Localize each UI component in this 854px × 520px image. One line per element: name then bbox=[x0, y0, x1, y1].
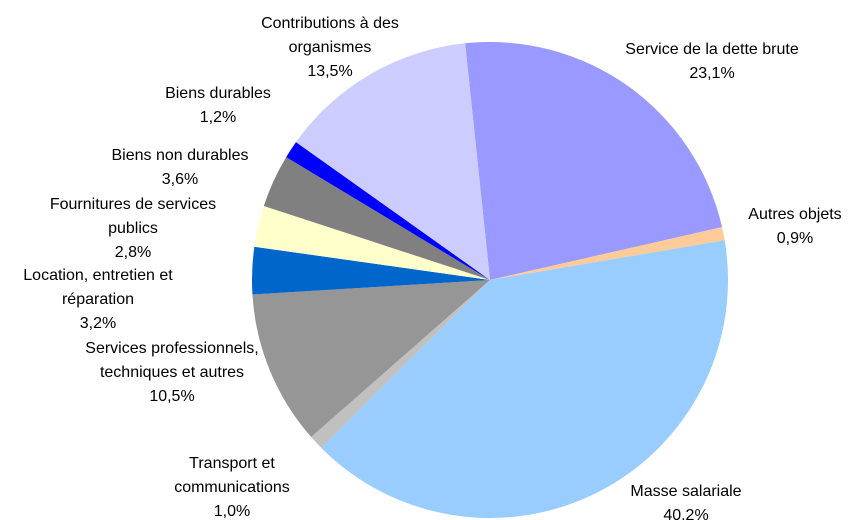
value-label: 40,2% bbox=[663, 507, 709, 520]
slice-label: Services professionnels, techniques et a… bbox=[75, 337, 270, 409]
value-label: 2,8% bbox=[114, 244, 152, 261]
category-name: Location, entretien et réparation bbox=[23, 267, 173, 308]
slice-label: Transport et communications 1,0% bbox=[157, 452, 307, 520]
value-label: 10,5% bbox=[149, 388, 195, 405]
category-name: Service de la dette brute bbox=[625, 41, 799, 58]
category-name: Transport et communications bbox=[174, 455, 290, 496]
pie-slice bbox=[254, 205, 490, 280]
pie-slice bbox=[465, 41, 723, 280]
pie-slice bbox=[252, 280, 490, 438]
pie-slice bbox=[490, 227, 725, 280]
slice-label: Service de la dette brute 23,1% bbox=[607, 38, 817, 86]
pie-slice bbox=[311, 280, 490, 448]
slice-label: Contributions à des organismes 13,5% bbox=[238, 12, 423, 84]
pie-slice bbox=[286, 142, 490, 280]
value-label: 0,9% bbox=[776, 230, 814, 247]
value-label: 23,1% bbox=[689, 65, 735, 82]
slice-label: Biens non durables 3,6% bbox=[85, 144, 275, 192]
category-name: Services professionnels, techniques et a… bbox=[85, 340, 259, 381]
value-label: 1,0% bbox=[213, 503, 251, 520]
category-name: Biens durables bbox=[165, 85, 271, 102]
category-name: Autres objets bbox=[748, 206, 842, 223]
category-name: Masse salariale bbox=[630, 483, 742, 500]
value-label: 1,2% bbox=[199, 109, 237, 126]
pie-slice bbox=[252, 246, 490, 295]
value-label: 13,5% bbox=[307, 63, 353, 80]
pie-slice bbox=[295, 43, 490, 280]
slice-label: Biens durables 1,2% bbox=[138, 82, 298, 130]
value-label: 3,6% bbox=[161, 171, 199, 188]
slice-label: Location, entretien et réparation 3,2% bbox=[0, 264, 201, 336]
category-name: Contributions à des organismes bbox=[261, 15, 399, 56]
pie-slice bbox=[321, 240, 728, 519]
category-name: Biens non durables bbox=[111, 147, 249, 164]
slice-label: Masse salariale 40,2% bbox=[606, 480, 766, 520]
pie-slice bbox=[263, 157, 490, 280]
slice-label: Autres objets 0,9% bbox=[730, 203, 854, 251]
category-name: Fournitures de services publics bbox=[49, 196, 217, 237]
slice-label: Fournitures de services publics 2,8% bbox=[23, 193, 243, 265]
value-label: 3,2% bbox=[79, 315, 117, 332]
